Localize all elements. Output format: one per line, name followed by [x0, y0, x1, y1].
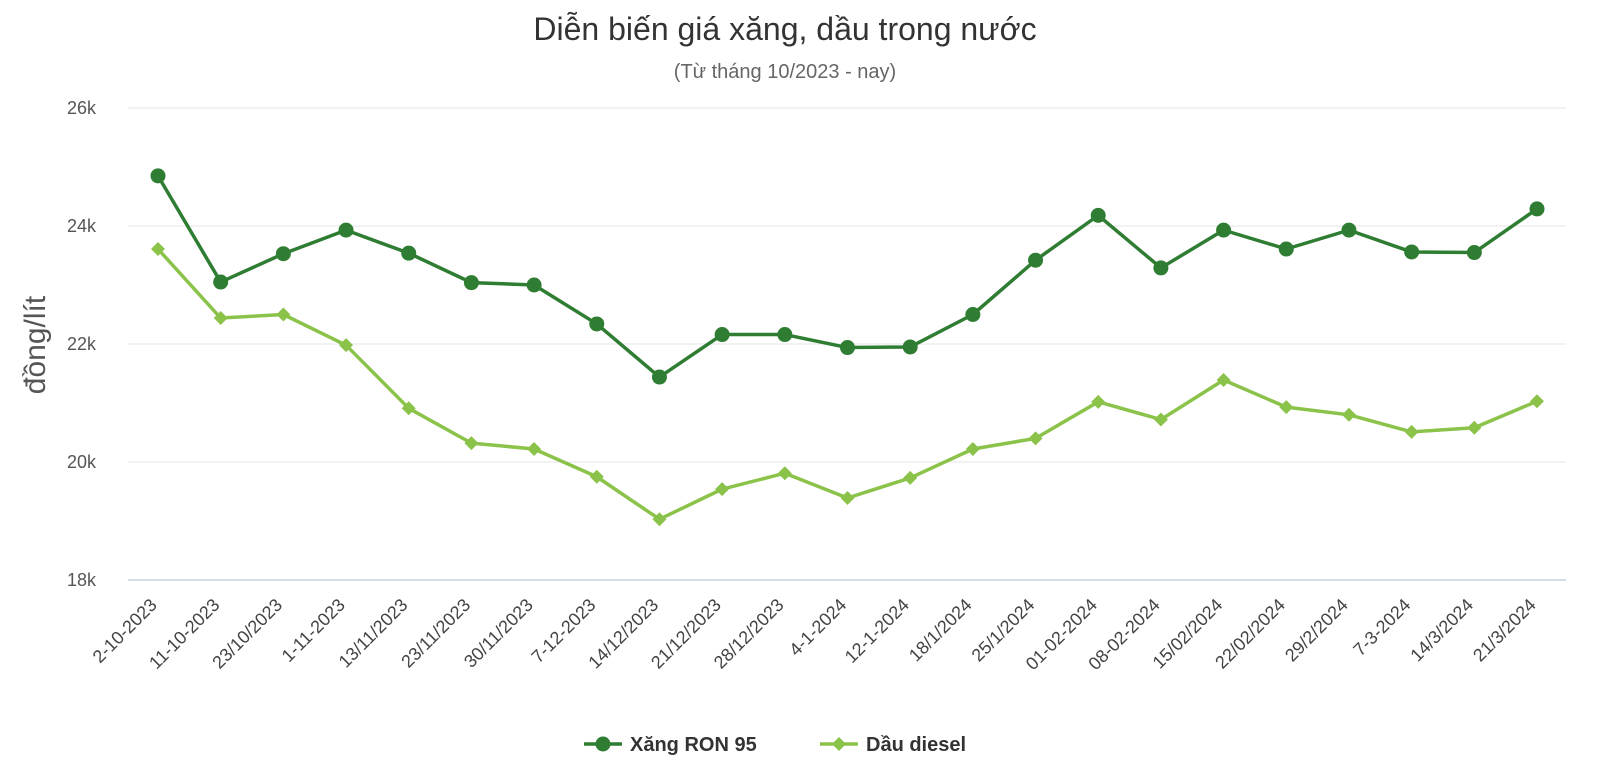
data-point[interactable] [1404, 244, 1420, 260]
chart-subtitle: (Từ tháng 10/2023 - nay) [674, 61, 896, 83]
x-tick-label: 18/1/2024 [905, 595, 976, 666]
data-point[interactable] [1279, 400, 1294, 415]
data-point[interactable] [1341, 407, 1356, 422]
y-tick-label: 18k [67, 570, 97, 590]
data-point[interactable] [463, 275, 479, 291]
data-point[interactable] [903, 470, 918, 485]
y-tick-label: 20k [67, 452, 97, 472]
data-point[interactable] [1466, 245, 1482, 261]
series-line [156, 247, 1539, 521]
legend-marker-diamond-icon [832, 737, 846, 751]
chart-title: Diễn biến giá xăng, dầu trong nước [533, 11, 1036, 47]
data-point[interactable] [1467, 420, 1482, 435]
data-point[interactable] [1341, 222, 1357, 238]
data-point[interactable] [652, 512, 667, 527]
data-point[interactable] [213, 311, 228, 326]
data-point[interactable] [1091, 394, 1106, 409]
x-tick-label: 21/3/2024 [1469, 595, 1540, 666]
data-point[interactable] [1216, 372, 1231, 387]
data-point[interactable] [777, 466, 792, 481]
data-point[interactable] [1530, 394, 1544, 409]
data-point[interactable] [339, 338, 354, 353]
data-point[interactable] [589, 469, 604, 484]
data-point[interactable] [1028, 431, 1043, 446]
data-point[interactable] [1278, 241, 1294, 257]
data-point[interactable] [401, 245, 417, 261]
data-point[interactable] [1529, 201, 1545, 217]
data-point[interactable] [1216, 222, 1232, 238]
data-point[interactable] [1153, 260, 1169, 276]
y-axis-label: đồng/lít [19, 295, 52, 394]
y-tick-label: 22k [67, 334, 97, 354]
data-point[interactable] [1153, 412, 1168, 427]
data-point[interactable] [213, 274, 229, 290]
legend-label: Xăng RON 95 [630, 734, 757, 756]
data-point[interactable] [840, 490, 855, 505]
data-point[interactable] [589, 316, 605, 332]
data-point[interactable] [902, 339, 918, 355]
data-point[interactable] [840, 340, 855, 356]
legend: Xăng RON 95 Dầu diesel [584, 734, 966, 756]
data-point[interactable] [527, 442, 542, 457]
x-tick-label: 14/3/2024 [1406, 595, 1477, 666]
data-point[interactable] [151, 242, 165, 257]
data-point[interactable] [464, 436, 479, 451]
data-point[interactable] [651, 369, 667, 385]
data-point[interactable] [965, 307, 981, 322]
data-point[interactable] [401, 401, 416, 416]
data-point[interactable] [338, 222, 354, 238]
legend-item[interactable]: Xăng RON 95 [584, 734, 757, 756]
series-1 [150, 168, 1545, 385]
y-tick-label: 24k [67, 216, 97, 236]
x-tick-label: 29/2/2024 [1281, 595, 1352, 666]
data-point[interactable] [275, 246, 291, 262]
data-point[interactable] [965, 442, 980, 457]
legend-label: Dầu diesel [866, 734, 966, 756]
data-point[interactable] [526, 277, 542, 293]
data-point[interactable] [777, 327, 793, 343]
y-axis-ticks: 18k 20k 22k 24k 26k [67, 98, 97, 590]
data-point[interactable] [1028, 252, 1044, 268]
x-tick-label: 12-1-2024 [841, 595, 913, 667]
data-point[interactable] [1090, 207, 1106, 223]
data-point[interactable] [1404, 424, 1419, 439]
data-point[interactable] [150, 168, 166, 184]
series-group [150, 168, 1545, 527]
x-tick-label: 4-1-2024 [785, 595, 850, 660]
legend-item[interactable]: Dầu diesel [820, 734, 966, 756]
data-point[interactable] [715, 482, 730, 497]
series-2 [151, 242, 1544, 527]
x-axis-ticks: 2-10-202311-10-202323/10/20231-11-202313… [89, 595, 1540, 674]
data-point[interactable] [276, 307, 291, 322]
x-tick-label: 7-3-2024 [1349, 595, 1414, 660]
data-point[interactable] [714, 327, 730, 343]
legend-marker-circle-icon [595, 736, 611, 752]
y-tick-label: 26k [67, 98, 97, 118]
